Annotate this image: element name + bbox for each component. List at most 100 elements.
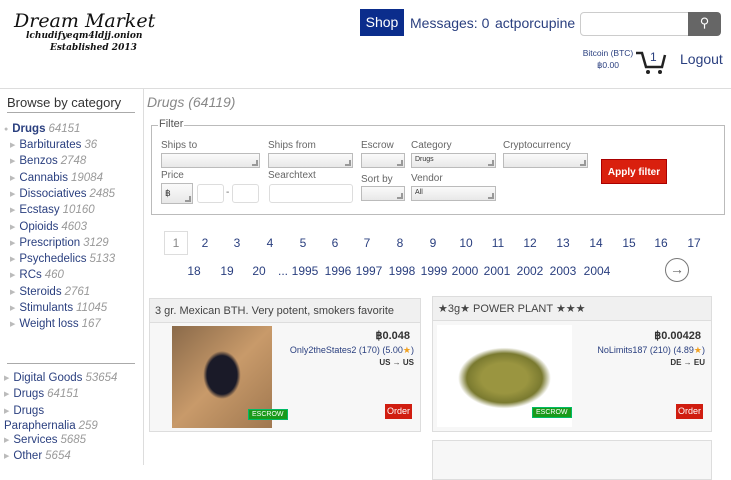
page-link[interactable]: 2003 xyxy=(549,264,577,278)
price-currency-select[interactable]: ฿ xyxy=(161,183,193,204)
next-page-arrow-icon[interactable]: → xyxy=(665,258,689,282)
category-label[interactable]: Services xyxy=(13,434,58,446)
page-link[interactable]: 13 xyxy=(556,236,570,250)
logout-link[interactable]: Logout xyxy=(680,51,723,67)
escrow-select[interactable] xyxy=(361,153,405,168)
category-label[interactable]: RCs xyxy=(19,269,42,282)
category-label[interactable]: Opioids xyxy=(19,220,59,233)
price-min-input[interactable] xyxy=(197,184,224,203)
sidebar-subitem[interactable]: ▶ RCs 460 xyxy=(10,269,64,281)
sidebar-item[interactable]: ▶ Services 5685 xyxy=(4,434,86,446)
logo-title[interactable]: Dream Market xyxy=(14,10,156,32)
page-link[interactable]: 3 xyxy=(233,236,241,250)
listing-title[interactable]: ★3g★ POWER PLANT ★★★ xyxy=(433,297,711,321)
category-label[interactable]: Drugs xyxy=(13,388,45,400)
category-label[interactable]: Drugs xyxy=(12,123,46,135)
shop-button[interactable]: Shop xyxy=(360,9,404,36)
page-link[interactable]: 17 xyxy=(687,236,701,250)
sidebar-subitem[interactable]: ▶ Benzos 2748 xyxy=(10,155,86,167)
vendor-select[interactable]: All xyxy=(411,186,496,201)
category-label[interactable]: Cannabis xyxy=(19,171,68,184)
sidebar-title-rule xyxy=(7,112,135,113)
page-link[interactable]: 10 xyxy=(459,236,473,250)
page-link[interactable]: 20 xyxy=(252,264,266,278)
sidebar-subitem[interactable]: ▶ Dissociatives 2485 xyxy=(10,188,115,200)
page-link[interactable]: 2001 xyxy=(483,264,511,278)
page-link[interactable]: 1999 xyxy=(420,264,448,278)
escrow-badge: ESCROW xyxy=(248,409,288,420)
sidebar-item-drugs-active[interactable]: ● Drugs 64151 xyxy=(4,123,80,135)
username-link[interactable]: actporcupine xyxy=(495,15,576,31)
category-label[interactable]: Psychedelics xyxy=(19,253,87,266)
page-link[interactable]: 19 xyxy=(220,264,234,278)
listing-card[interactable]: 3 gr. Mexican BTH. Very potent, smokers … xyxy=(149,298,421,432)
sidebar-subitem[interactable]: ▶ Cannabis 19084 xyxy=(10,172,103,184)
page-link[interactable]: 6 xyxy=(331,236,339,250)
page-link[interactable]: 2 xyxy=(201,236,209,250)
category-label[interactable]: Digital Goods xyxy=(13,372,83,384)
price-max-input[interactable] xyxy=(232,184,259,203)
sidebar-subitem[interactable]: ▶ Psychedelics 5133 xyxy=(10,253,115,265)
page-link[interactable]: 15 xyxy=(622,236,636,250)
sidebar-subitem[interactable]: ▶ Ecstasy 10160 xyxy=(10,204,95,216)
page-link[interactable]: 4 xyxy=(266,236,274,250)
ships-from-select[interactable] xyxy=(268,153,353,168)
category-label[interactable]: Prescription xyxy=(19,236,81,249)
page-link[interactable]: 7 xyxy=(363,236,371,250)
cryptocurrency-select[interactable] xyxy=(503,153,588,168)
apply-filter-button[interactable]: Apply filter xyxy=(601,159,667,184)
order-button[interactable]: Order xyxy=(385,404,412,419)
page-link[interactable]: 18 xyxy=(187,264,201,278)
sidebar-subitem[interactable]: ▶ Opioids 4603 xyxy=(10,221,87,233)
category-label[interactable]: Dissociatives xyxy=(19,187,87,200)
page-link[interactable]: 11 xyxy=(491,236,505,250)
sidebar-item[interactable]: ▶ Digital Goods 53654 xyxy=(4,372,117,384)
category-label[interactable]: Steroids xyxy=(19,285,62,298)
searchtext-input[interactable] xyxy=(269,184,353,203)
order-button[interactable]: Order xyxy=(676,404,703,419)
page-link[interactable]: 2002 xyxy=(516,264,544,278)
sidebar-subitem[interactable]: ▶ Stimulants 11045 xyxy=(10,302,107,314)
page-link[interactable]: 14 xyxy=(589,236,603,250)
category-label[interactable]: Ecstasy xyxy=(19,204,60,217)
category-label[interactable]: Stimulants xyxy=(19,302,74,314)
category-label[interactable]: Drugs Paraphernalia xyxy=(4,405,76,432)
page-link[interactable]: 2000 xyxy=(451,264,479,278)
search-input[interactable] xyxy=(580,12,690,36)
page-link[interactable]: 12 xyxy=(523,236,537,250)
page-link[interactable]: 1995 xyxy=(291,264,319,278)
listing-card[interactable]: ★3g★ POWER PLANT ★★★ ESCROW ฿0.00428 NoL… xyxy=(432,296,712,432)
listing-title[interactable]: 3 gr. Mexican BTH. Very potent, smokers … xyxy=(150,299,420,323)
category-label[interactable]: Weight loss xyxy=(19,318,79,331)
page-link[interactable]: 1998 xyxy=(388,264,416,278)
page-current[interactable]: 1 xyxy=(164,231,188,255)
page-link[interactable]: 2004 xyxy=(583,264,611,278)
page-link[interactable]: 1996 xyxy=(324,264,352,278)
vendor-link[interactable]: NoLimits187 (210) (4.89 xyxy=(597,345,694,355)
sidebar-subitem[interactable]: ▶ Weight loss 167 xyxy=(10,318,101,330)
listing-card[interactable] xyxy=(432,440,712,480)
sort-by-select[interactable] xyxy=(361,186,405,201)
page-link[interactable]: 5 xyxy=(299,236,307,250)
search-button[interactable]: ⚲ xyxy=(688,12,721,36)
sidebar-item[interactable]: ▶ Drugs 64151 xyxy=(4,388,79,400)
category-count: 2761 xyxy=(64,285,91,298)
sidebar-subitem[interactable]: ▶ Steroids 2761 xyxy=(10,286,90,298)
category-select[interactable]: Drugs xyxy=(411,153,496,168)
cart-button[interactable]: 1 xyxy=(634,47,668,74)
sidebar-subitem[interactable]: ▶ Barbiturates 36 xyxy=(10,139,97,151)
category-label[interactable]: Benzos xyxy=(19,155,58,168)
messages-link[interactable]: Messages: 0 xyxy=(410,15,490,31)
sidebar-item[interactable]: ▶ Other 5654 xyxy=(4,450,71,462)
sidebar-item[interactable]: ▶ Drugs Paraphernalia 259 xyxy=(4,404,129,433)
category-label[interactable]: Barbiturates xyxy=(19,139,82,151)
page-link[interactable]: 1997 xyxy=(355,264,383,278)
ships-to-select[interactable] xyxy=(161,153,260,168)
sidebar-subitem[interactable]: ▶ Prescription 3129 xyxy=(10,237,109,249)
page-link[interactable]: 16 xyxy=(654,236,668,250)
ships-from-label: Ships from xyxy=(268,140,316,151)
page-link[interactable]: 9 xyxy=(429,236,437,250)
page-link[interactable]: 8 xyxy=(396,236,404,250)
vendor-link[interactable]: Only2theStates2 (170) (5.00 xyxy=(289,345,403,355)
category-label[interactable]: Other xyxy=(13,450,43,462)
